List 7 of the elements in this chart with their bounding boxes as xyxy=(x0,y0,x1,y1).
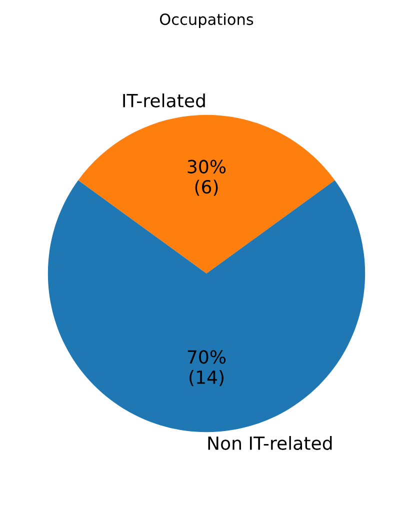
pie-slice xyxy=(48,180,366,432)
data-label: 70% (14) xyxy=(188,350,226,386)
pie-slice xyxy=(78,114,335,274)
chart-title: Occupations xyxy=(160,13,254,28)
data-label: 30% (6) xyxy=(188,160,226,196)
slice-label: IT-related xyxy=(123,93,205,108)
slice-label: Non IT-related xyxy=(208,436,332,450)
